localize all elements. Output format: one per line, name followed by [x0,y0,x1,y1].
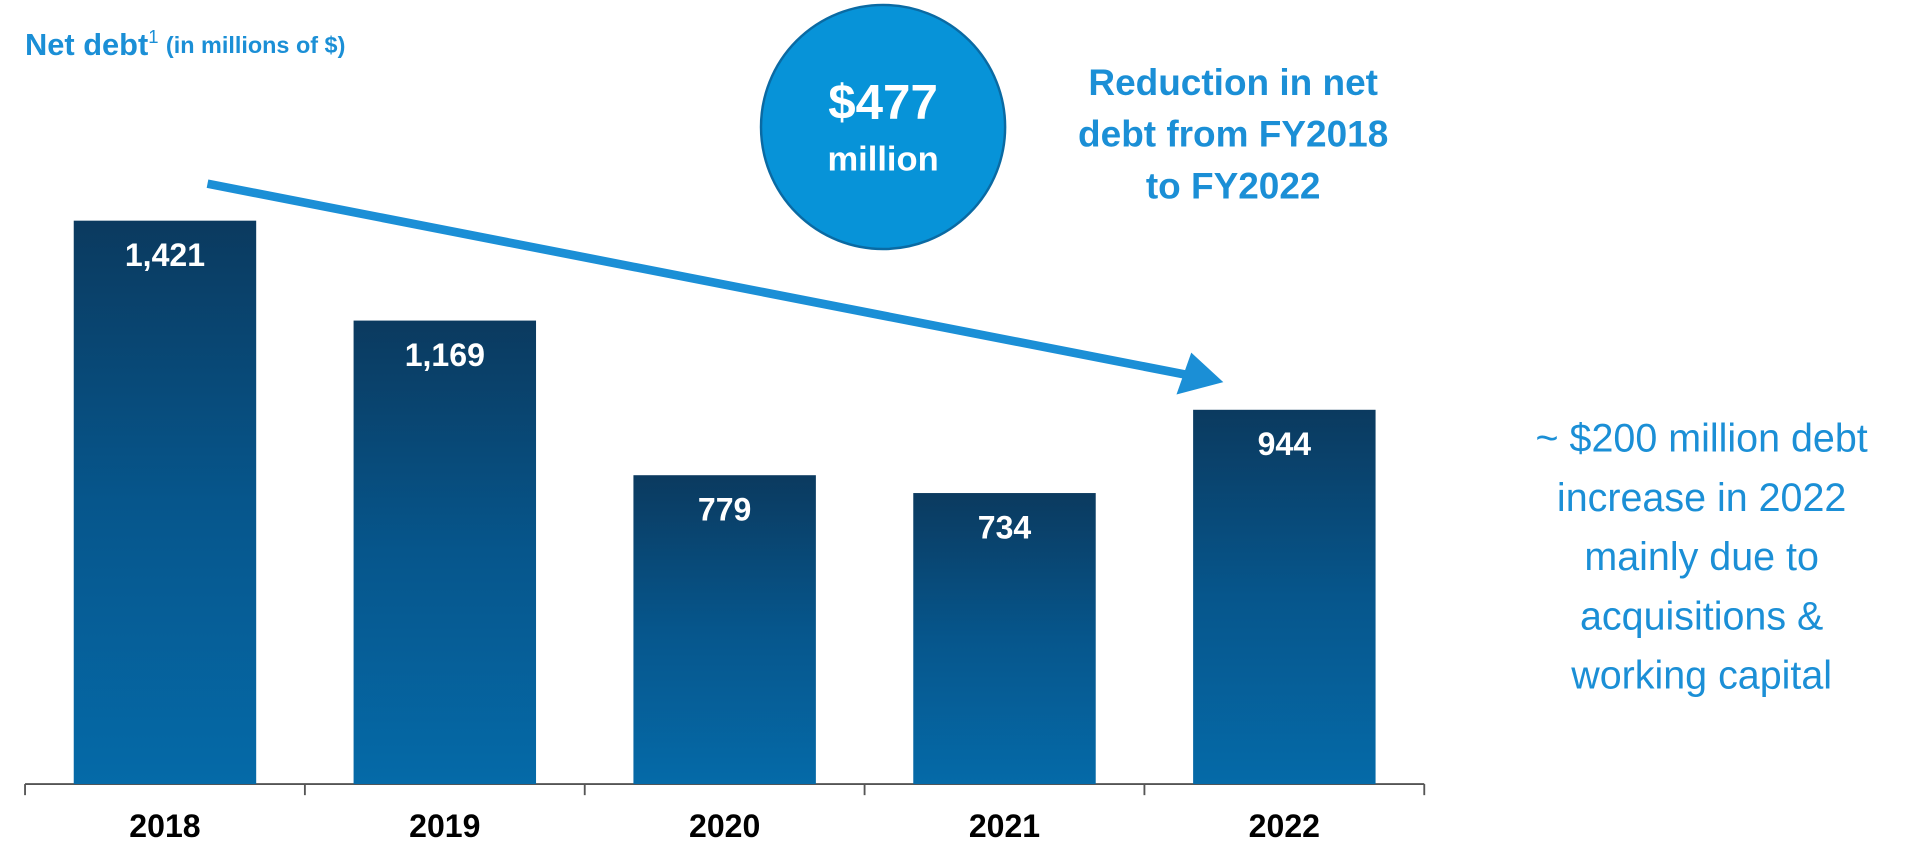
callout-unit: million [827,141,938,179]
bar [633,475,816,785]
annotation-line: to FY2022 [1146,165,1321,206]
note-line: mainly due to [1584,535,1819,579]
x-tick-label: 2021 [969,808,1040,842]
x-tick-label: 2020 [689,808,760,842]
trend-arrow [206,179,1188,380]
callout-circle [759,3,1007,251]
bar [1193,409,1376,785]
x-tick-label: 2019 [409,808,480,842]
annotation-line: Reduction in net [1088,62,1378,103]
title-superscript: 1 [148,26,158,47]
x-tick-label: 2022 [1249,808,1320,842]
value-label: 1,169 [405,337,485,373]
bar [353,320,537,785]
chart-title: Net debt1 (in millions of $) [25,26,345,62]
note-line: ~ $200 million debt [1536,417,1868,461]
note-line: increase in 2022 [1557,476,1846,520]
subtitle: (in millions of $) [166,32,345,58]
callout-value: $477 [828,75,938,130]
value-label: 779 [698,492,751,528]
bar [913,493,1096,785]
value-label: 1,421 [125,237,205,273]
note-line: acquisitions & [1580,594,1823,638]
value-label: 944 [1258,426,1312,462]
note-line: working capital [1570,653,1832,697]
annotation-line: debt from FY2018 [1078,114,1388,155]
bar [73,220,257,785]
value-label: 734 [978,510,1032,546]
trend-arrow-head [1176,352,1224,395]
x-tick-label: 2018 [129,808,200,842]
title-text: Net debt [25,27,148,62]
